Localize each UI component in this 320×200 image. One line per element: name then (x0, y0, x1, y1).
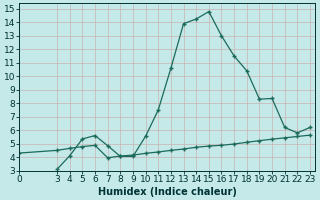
X-axis label: Humidex (Indice chaleur): Humidex (Indice chaleur) (98, 187, 236, 197)
